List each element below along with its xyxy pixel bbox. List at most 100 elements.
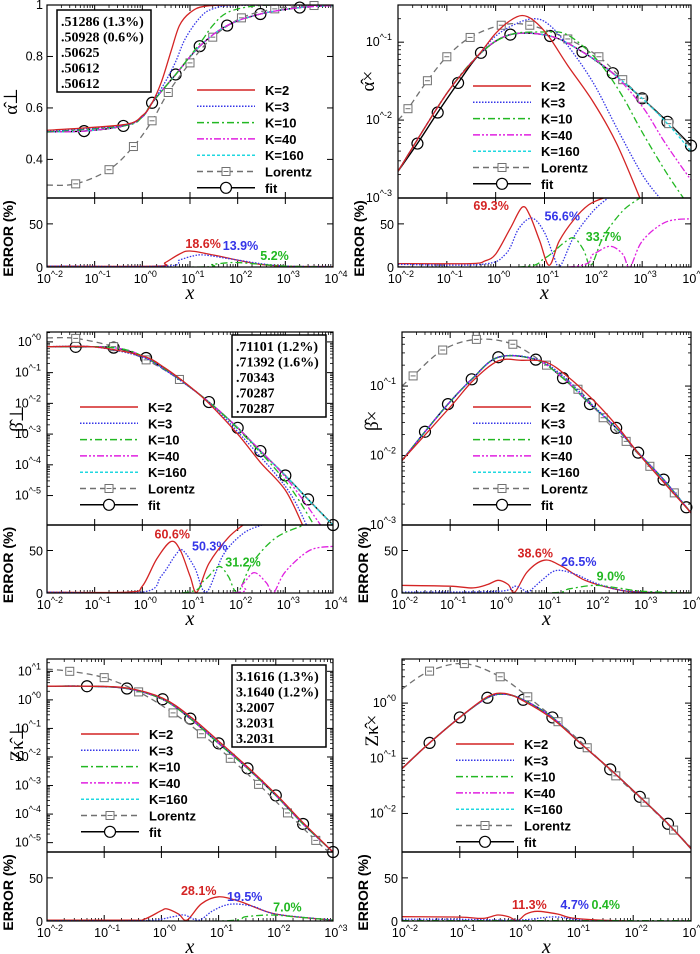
x-axis-label: x [541,936,551,954]
x-axis-label: x [185,936,195,954]
y-tick-label: 0.8 [26,49,43,63]
y-axis-label: Zκ̂⊥ [7,724,28,762]
error-line-k-3 [398,198,609,267]
y-axis-label: β̂⊥ [7,406,28,432]
y-tick-label: 0.4 [26,152,43,166]
x-tick-label: 10^4 [324,269,347,286]
y-tick-label: 10^-2 [370,446,396,463]
legend-label: K=2 [265,83,289,98]
legend-label: K=10 [524,770,555,785]
series-line-k-10 [47,345,315,525]
x-axis-label: x [541,608,551,630]
legend-label: K=2 [541,400,565,415]
error-line-k-2 [402,559,691,593]
legend-circle-marker [219,181,233,194]
y-tick-label: 10^-2 [366,110,392,127]
y-axis-label: α̂⊥ [1,88,22,115]
y-tick-label: 10^-5 [15,486,41,503]
fit-marker [301,493,315,506]
fit-marker [632,446,645,459]
error-peak-label: 4.7% [560,898,589,912]
y-tick-label: 10^-2 [370,803,396,820]
legend-label: K=3 [541,95,565,110]
value-box-line: .50928 (0.6%) [61,31,144,46]
error-peak-label: 38.6% [518,546,553,560]
fit-marker [145,96,159,109]
x-tick-label: 10^-1 [450,923,476,940]
fit-marker [504,28,517,41]
x-axis-label: x [185,282,195,304]
legend-label: K=2 [149,727,173,742]
panel-3: 10^-2 10^-1 10^0 10^1 10^2 10^3 10^4 10^-5 10^-4… [0,331,348,630]
x-tick-label: 10^-2 [392,923,418,940]
y-tick-label: 10^-1 [366,32,392,49]
value-box-line: .71101 (1.2%) [236,340,318,355]
x-tick-label: 10^-2 [37,923,63,940]
series-line-k-10 [402,355,691,514]
error-peak-label: 50.3% [192,540,227,554]
fit-marker [156,693,169,706]
error-line-k-10 [47,261,333,267]
error-peak-label: 7.0% [273,901,302,915]
legend-label: K=40 [541,128,572,143]
error-line-k-3 [402,916,691,921]
value-box-line: .51286 (1.3%) [61,15,144,30]
legend-circle-marker [102,498,116,511]
error-y-tick-label: 0 [387,261,394,275]
error-peak-label: 31.2% [225,556,260,570]
x-tick-label: 10^1 [210,923,233,940]
panel-4: 10^-2 10^-1 10^0 10^1 10^2 10^3 10^4 10^-3 10^-2… [355,331,700,630]
series-line-k-2 [47,685,333,852]
y-tick-label: 10^-4 [15,455,41,472]
legend-label: K=2 [524,737,548,752]
series-line-k-2 [398,14,641,198]
error-line-k-3 [47,903,333,921]
y-axis-label: Zκ̂× [362,715,383,747]
legend-label: fit [541,498,554,513]
x-tick-label: 10^-2 [37,269,63,286]
legend-label: K=160 [524,802,563,817]
legend-label: K=3 [265,99,289,114]
error-y-tick-label: 50 [29,872,43,886]
fit-marker [606,67,619,80]
legend-label: Lorentz [541,482,588,497]
y-tick-label: 10^-1 [370,376,396,393]
error-axis-label: ERROR (%) [355,854,371,930]
x-tick-label: 10^4 [682,269,700,286]
error-peak-label: 19.5% [227,890,262,904]
y-tick-label: 10^-3 [15,424,41,441]
x-tick-label: 10^0 [509,923,532,940]
series-line-lorentz [47,336,333,525]
panel-5: 10^-2 10^-1 10^0 10^1 10^2 10^3 10^-5 10^-4 10^-… [0,658,348,954]
error-line-k-2 [47,525,244,593]
error-peak-label: 26.5% [561,555,596,569]
value-box-line: 3.1640 (1.2%) [236,686,319,701]
error-line-k-3 [47,254,333,267]
error-line-k-10 [47,525,305,593]
fit-marker [418,425,432,438]
legend-label: K=40 [524,786,555,801]
legend-label: K=40 [149,776,180,791]
legend-label: K=160 [148,465,187,480]
legend-label: Lorentz [149,809,196,824]
x-tick-label: 10^2 [267,923,290,940]
fit-marker [293,1,306,14]
x-tick-label: 10^2 [229,269,252,286]
error-y-tick-label: 0 [36,261,43,275]
fit-marker [583,397,597,411]
error-y-tick-label: 50 [29,218,43,232]
value-box-line: .50625 [61,46,100,61]
fit-marker [254,7,267,21]
x-tick-label: 10^2 [585,269,608,286]
y-axis-label: β̂× [362,411,383,431]
y-tick-label: 10^-3 [366,188,392,205]
plot-frame [46,4,334,268]
value-box-frame [231,334,327,418]
legend-label: K=160 [541,465,580,480]
y-tick-label: 10^-3 [370,515,396,532]
